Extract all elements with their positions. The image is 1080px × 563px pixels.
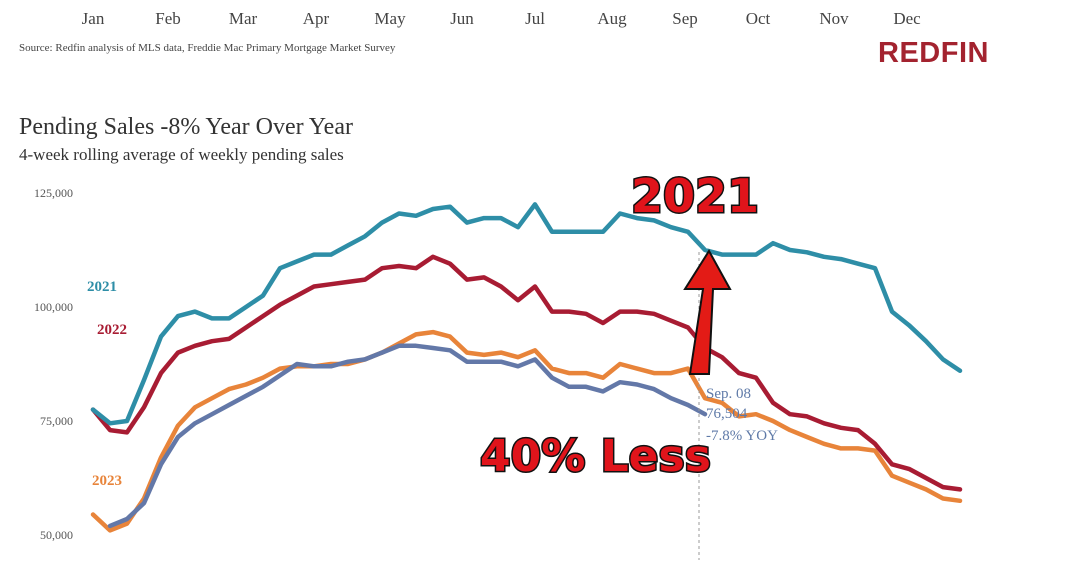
series-label-2022: 2022 <box>97 322 127 338</box>
annotation-40-less: 40% Less <box>480 431 711 482</box>
tooltip-date: Sep. 08 <box>706 386 751 402</box>
month-label-mar: Mar <box>229 9 258 28</box>
y-tick-label: 100,000 <box>34 300 73 314</box>
tooltip-value: 76,504 <box>706 406 748 422</box>
source-note: Source: Redfin analysis of MLS data, Fre… <box>19 42 396 54</box>
month-label-apr: Apr <box>303 9 330 28</box>
tooltip-yoy: -7.8% YOY <box>706 428 778 444</box>
y-axis: 125,000 100,000 75,000 50,000 <box>34 186 73 542</box>
month-axis: Jan Feb Mar Apr May Jun Jul Aug Sep Oct Nov Dec <box>82 9 921 28</box>
annotations: 2021 40% Less <box>479 168 761 484</box>
y-tick-label: 75,000 <box>40 414 73 428</box>
chart-title: Pending Sales -8% Year Over Year <box>19 114 353 140</box>
series-line-2023 <box>90 329 963 533</box>
month-label-jan: Jan <box>82 9 105 28</box>
month-label-nov: Nov <box>819 9 849 28</box>
redfin-logo: REDFIN <box>878 37 989 69</box>
series-line-2022 <box>90 254 963 492</box>
month-label-jun: Jun <box>450 9 474 28</box>
red-arrow-icon <box>683 249 732 375</box>
y-tick-label: 50,000 <box>40 528 73 542</box>
month-label-aug: Aug <box>597 9 627 28</box>
annotation-2021: 2021 <box>631 169 759 223</box>
series-line-2021 <box>90 202 963 426</box>
month-label-oct: Oct <box>746 9 771 28</box>
chart-subtitle: 4-week rolling average of weekly pending… <box>19 145 344 164</box>
series-label-2023: 2023 <box>92 473 122 489</box>
series-label-2021: 2021 <box>87 279 117 295</box>
month-label-jul: Jul <box>525 9 545 28</box>
hover-tooltip: Sep. 08 76,504 -7.8% YOY <box>698 252 778 560</box>
series-layer <box>90 202 963 533</box>
month-label-dec: Dec <box>893 9 921 28</box>
series-line-current <box>107 343 708 529</box>
month-label-may: May <box>374 9 406 28</box>
y-tick-label: 125,000 <box>34 186 73 200</box>
series-labels: 2021 2022 2023 <box>87 279 127 489</box>
month-label-sep: Sep <box>672 9 698 28</box>
month-label-feb: Feb <box>155 9 181 28</box>
